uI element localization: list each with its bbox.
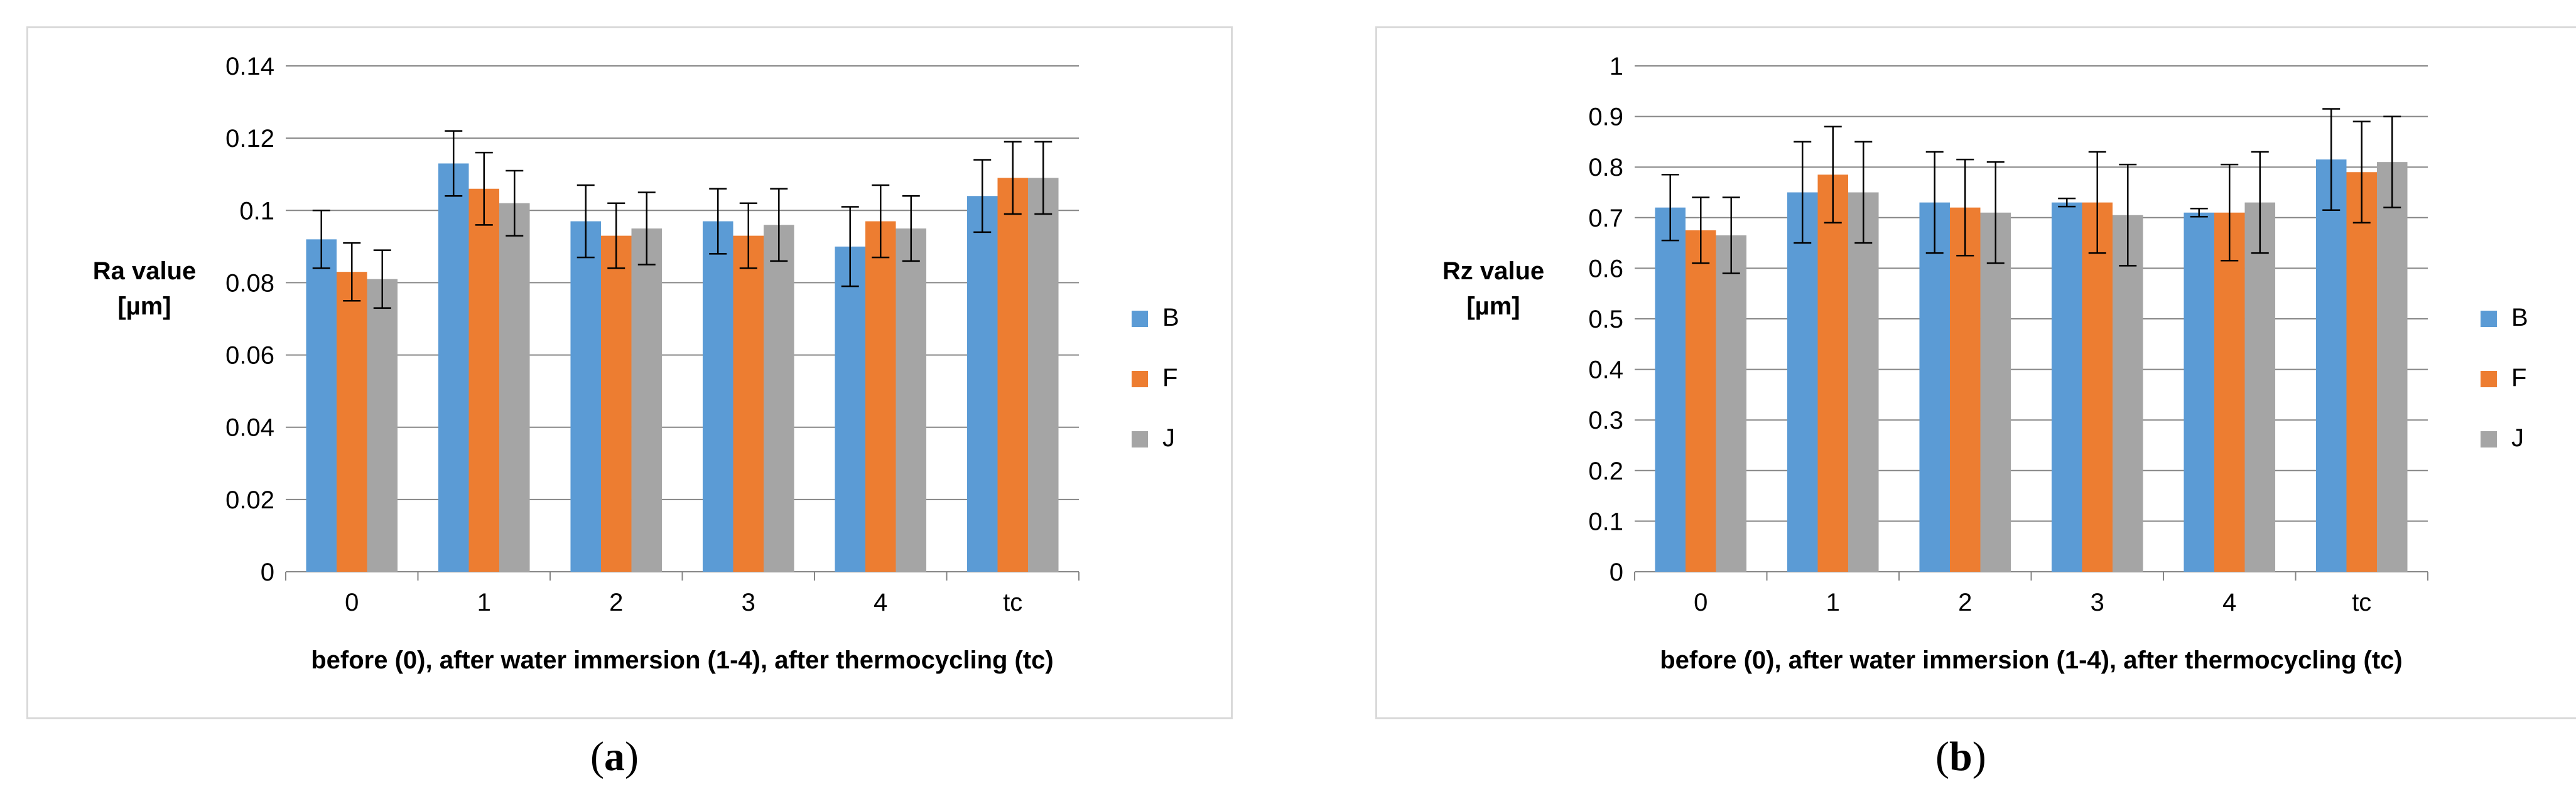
chart-b-bar-F: [2082, 202, 2113, 572]
chart-a-ytick-label: 0.08: [225, 269, 274, 297]
chart-a-bar-J: [1028, 178, 1059, 572]
chart-a-xtick-label: 1: [477, 589, 491, 616]
chart-b-bar-B: [1919, 202, 1950, 572]
chart-b-ytick-label: 0.1: [1588, 508, 1623, 535]
chart-b-ylabel: Rz value: [1442, 257, 1544, 285]
chart-b-xtick-label: 0: [1694, 589, 1707, 616]
chart-b-bar-B: [2184, 212, 2214, 572]
chart-a-xlabel: before (0), after water immersion (1-4),…: [311, 646, 1054, 674]
chart-b-ytick-label: 0.8: [1588, 154, 1623, 181]
panel-label-a: (a): [590, 734, 639, 780]
chart-b-bar-J: [1848, 192, 1879, 572]
chart-a-bar-F: [865, 221, 896, 572]
chart-b-bar-F: [2346, 172, 2378, 572]
chart-b-bar-B: [2051, 202, 2082, 572]
chart-b-svg: 0 0.1 0.2 0.3 0.4 0.5 0.6 0.7 0.8 0.9 1 0 1 2 3 4 tc Rz v…: [1442, 53, 2528, 674]
chart-b-bar-J: [1980, 212, 2011, 572]
chart-a-bar-J: [499, 203, 530, 572]
chart-a-bar-F: [600, 235, 632, 572]
chart-b-bar-F: [1817, 174, 1849, 572]
panel-label-b-text: b: [1949, 734, 1973, 780]
chart-a-bar-B: [702, 221, 733, 572]
chart-a-legend-label-J: J: [1162, 424, 1175, 452]
chart-b-legend-label-B: B: [2511, 304, 2528, 331]
chart-a-ytick-label: 0.02: [225, 486, 274, 514]
chart-b-ytick-label: 0.5: [1588, 306, 1623, 333]
chart-b-bar-F: [1685, 230, 1716, 572]
chart-b-ytick-label: 0: [1610, 559, 1623, 586]
chart-b-ytick-label: 0.7: [1588, 205, 1623, 232]
panel-label-a-text: a: [603, 734, 625, 780]
chart-a-bar-F: [733, 235, 764, 572]
chart-b-legend-swatch-F: [2481, 371, 2497, 387]
chart-a-legend-label-F: F: [1162, 364, 1177, 392]
chart-a-xtick-label: 0: [345, 589, 359, 616]
chart-a-bar-J: [896, 228, 927, 572]
chart-a-ytick-label: 0.06: [225, 342, 274, 370]
chart-b-ytick-label: 0.2: [1588, 458, 1623, 485]
chart-a-xtick-label: 2: [609, 589, 623, 616]
chart-b-xtick-label: 4: [2222, 589, 2236, 616]
chart-a-bar-F: [336, 272, 367, 572]
chart-a-bar-B: [966, 196, 998, 572]
chart-b-bar-J: [2113, 215, 2143, 572]
chart-a-legend-swatch-B: [1132, 311, 1148, 327]
chart-a-bar-F: [997, 178, 1029, 572]
chart-b-bar-J: [1716, 235, 1747, 572]
chart-panel-a: 0 0.02 0.04 0.06 0.08 0.1 0.12 0.14 0 1 2 3 4 tc Ra va…: [26, 26, 1233, 719]
chart-b-bar-B: [2315, 159, 2347, 572]
chart-panel-b: 0 0.1 0.2 0.3 0.4 0.5 0.6 0.7 0.8 0.9 1 0 1 2 3 4 tc Rz v…: [1375, 26, 2576, 719]
chart-a-legend-swatch-F: [1132, 371, 1148, 387]
chart-a-ytick-label: 0.12: [225, 125, 274, 153]
chart-b-xtick-label: 2: [1958, 589, 1972, 616]
chart-a-bar-J: [631, 228, 663, 572]
chart-a-ytick-label: 0.04: [225, 414, 274, 442]
chart-b-xtick-label: tc: [2352, 589, 2371, 616]
chart-b-bar-B: [1787, 192, 1818, 572]
chart-b-bar-J: [2377, 162, 2408, 572]
chart-b-ylabel: [µm]: [1466, 292, 1520, 320]
chart-b-legend-label-J: J: [2511, 424, 2524, 452]
chart-a-bar-F: [468, 188, 500, 572]
chart-a-bar-B: [570, 221, 601, 572]
chart-a-bar-J: [367, 279, 398, 572]
chart-b-ytick-label: 0.3: [1588, 407, 1623, 434]
chart-b-bar-F: [2214, 212, 2245, 572]
chart-a-ytick-label: 0.1: [239, 197, 274, 225]
chart-a-bar-B: [835, 246, 865, 572]
chart-b-ytick-label: 0.6: [1588, 255, 1623, 282]
chart-b-ytick-label: 1: [1610, 53, 1623, 80]
chart-b-bar-J: [2244, 202, 2276, 572]
chart-a-ylabel: [µm]: [117, 292, 171, 320]
chart-b-bar-F: [1949, 207, 1981, 572]
chart-b-legend-swatch-J: [2481, 431, 2497, 447]
chart-b-xtick-label: 3: [2091, 589, 2104, 616]
chart-b-xtick-label: 1: [1826, 589, 1840, 616]
chart-a-xtick-label: tc: [1003, 589, 1022, 616]
chart-a-legend-label-B: B: [1162, 304, 1179, 331]
chart-a-xtick-label: 3: [742, 589, 755, 616]
chart-a-ytick-label: 0: [261, 559, 274, 586]
chart-a-ytick-label: 0.14: [225, 53, 274, 80]
chart-a-xtick-label: 4: [874, 589, 887, 616]
chart-a-bar-J: [764, 225, 794, 572]
chart-b-legend-swatch-B: [2481, 311, 2497, 327]
chart-b-xlabel: before (0), after water immersion (1-4),…: [1660, 646, 2403, 674]
chart-b-ytick-label: 0.4: [1588, 356, 1623, 384]
chart-b-ytick-label: 0.9: [1588, 104, 1623, 131]
chart-a-legend-swatch-J: [1132, 431, 1148, 447]
panel-label-b: (b): [1935, 734, 1986, 780]
chart-a-svg: 0 0.02 0.04 0.06 0.08 0.1 0.12 0.14 0 1 2 3 4 tc Ra va…: [93, 53, 1179, 674]
chart-b-legend-label-F: F: [2511, 364, 2526, 392]
chart-a-ylabel: Ra value: [93, 257, 197, 285]
chart-b-bar-B: [1655, 207, 1686, 572]
chart-a-bar-B: [438, 163, 469, 572]
chart-a-bar-B: [306, 239, 337, 572]
